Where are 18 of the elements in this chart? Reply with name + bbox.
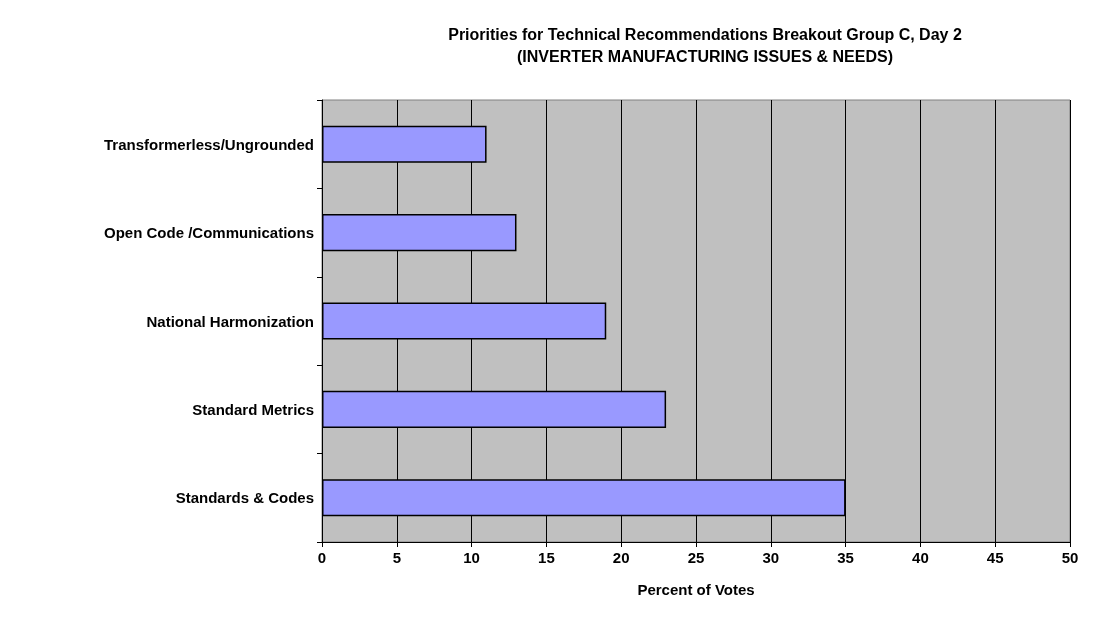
x-tick-label: 45	[986, 549, 1004, 566]
y-tick-label: Transformerless/Ungrounded	[103, 135, 314, 153]
x-tick-label: 25	[687, 549, 705, 566]
x-axis-title: Percent of Votes	[637, 581, 755, 598]
x-tick-label: 35	[837, 549, 854, 566]
x-tick-label: 50	[1061, 549, 1079, 566]
y-tick-label: Standard Metrics	[192, 400, 314, 418]
x-tick-label: 5	[392, 549, 401, 566]
y-tick-label: Standards & Codes	[175, 489, 314, 507]
x-tick-label: 15	[538, 549, 555, 566]
y-tick-label: Open Code /Communications	[103, 224, 314, 242]
chart-title: Priorities for Technical Recommendations Breakout Group C, Day 2 (INVERTER MANUFACTURING ISSUES & NEEDS)	[448, 25, 962, 65]
x-tick-label: 10	[463, 549, 480, 566]
x-tick-label: 40	[912, 549, 929, 566]
y-tick-label: National Harmonization	[146, 312, 314, 330]
x-tick-label: 30	[762, 549, 780, 566]
x-tick-label: 20	[612, 549, 630, 566]
x-tick-label: 0	[317, 549, 327, 566]
